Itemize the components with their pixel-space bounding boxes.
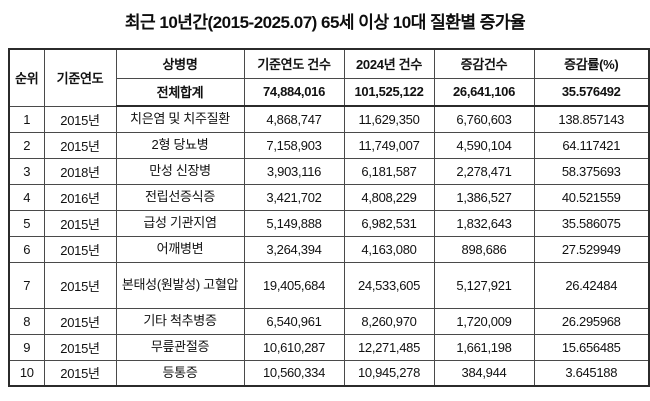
- cell-change-count: 1,386,527: [433, 183, 535, 211]
- cell-change-count: 898,686: [433, 235, 535, 263]
- cell-2024-count: 10,945,278: [343, 359, 435, 387]
- cell-base-year: 2015년: [43, 209, 117, 237]
- cell-change-rate: 64.117421: [533, 131, 650, 159]
- cell-base-count: 5,149,888: [243, 209, 345, 237]
- table-row: 4 2016년 전립선증식증 3,421,702 4,808,229 1,386…: [8, 183, 650, 211]
- cell-base-year: 2015년: [43, 359, 117, 387]
- cell-base-count: 3,903,116: [243, 157, 345, 185]
- header-row: 순위 기준연도 상병명 기준연도 건수 2024년 건수 증감건수 증감률(%): [8, 48, 650, 107]
- cell-disease: 등통증: [115, 359, 245, 387]
- cell-disease: 무릎관절증: [115, 333, 245, 361]
- table-row: 2 2015년 2형 당뇨병 7,158,903 11,749,007 4,59…: [8, 131, 650, 159]
- cell-change-rate: 27.529949: [533, 235, 650, 263]
- cell-change-rate: 15.656485: [533, 333, 650, 361]
- col-header-rank: 순위: [8, 48, 45, 107]
- cell-change-rate: 40.521559: [533, 183, 650, 211]
- cell-2024-count: 8,260,970: [343, 307, 435, 335]
- cell-base-year: 2015년: [43, 307, 117, 335]
- cell-base-year: 2015년: [43, 131, 117, 159]
- cell-change-count: 2,278,471: [433, 157, 535, 185]
- cell-2024-count: 11,749,007: [343, 131, 435, 159]
- total-base-count: 74,884,016: [243, 77, 345, 107]
- cell-change-count: 1,832,643: [433, 209, 535, 237]
- table-row: 3 2018년 만성 신장병 3,903,116 6,181,587 2,278…: [8, 157, 650, 185]
- cell-base-count: 3,421,702: [243, 183, 345, 211]
- cell-2024-count: 24,533,605: [343, 261, 435, 309]
- cell-2024-count: 4,808,229: [343, 183, 435, 211]
- cell-2024-count: 12,271,485: [343, 333, 435, 361]
- cell-change-count: 5,127,921: [433, 261, 535, 309]
- cell-2024-count: 11,629,350: [343, 105, 435, 133]
- cell-base-year: 2015년: [43, 333, 117, 361]
- cell-base-count: 6,540,961: [243, 307, 345, 335]
- page-title: 최근 10년간(2015-2025.07) 65세 이상 10대 질환별 증가율: [124, 13, 526, 32]
- cell-disease: 기타 척추병증: [115, 307, 245, 335]
- cell-base-year: 2015년: [43, 261, 117, 309]
- cell-change-count: 4,590,104: [433, 131, 535, 159]
- cell-rank: 3: [8, 157, 45, 185]
- col-header-change-rate: 증감률(%): [533, 48, 650, 79]
- table-row: 7 2015년 본태성(원발성) 고혈압 19,405,684 24,533,6…: [8, 261, 650, 309]
- cell-rank: 9: [8, 333, 45, 361]
- col-header-change-count: 증감건수: [433, 48, 535, 79]
- cell-disease: 급성 기관지염: [115, 209, 245, 237]
- cell-2024-count: 4,163,080: [343, 235, 435, 263]
- col-header-base-count: 기준연도 건수: [243, 48, 345, 79]
- cell-disease: 2형 당뇨병: [115, 131, 245, 159]
- cell-2024-count: 6,181,587: [343, 157, 435, 185]
- table-row: 9 2015년 무릎관절증 10,610,287 12,271,485 1,66…: [8, 333, 650, 361]
- cell-base-count: 19,405,684: [243, 261, 345, 309]
- cell-base-year: 2018년: [43, 157, 117, 185]
- col-header-2024-count: 2024년 건수: [343, 48, 435, 79]
- cell-base-year: 2015년: [43, 235, 117, 263]
- cell-rank: 5: [8, 209, 45, 237]
- cell-change-count: 1,720,009: [433, 307, 535, 335]
- cell-base-count: 3,264,394: [243, 235, 345, 263]
- cell-rank: 1: [8, 105, 45, 133]
- cell-change-count: 384,944: [433, 359, 535, 387]
- total-change-rate: 35.576492: [533, 77, 650, 107]
- cell-base-year: 2015년: [43, 105, 117, 133]
- cell-rank: 4: [8, 183, 45, 211]
- cell-disease: 치은염 및 치주질환: [115, 105, 245, 133]
- cell-change-count: 1,661,198: [433, 333, 535, 361]
- total-change-count: 26,641,106: [433, 77, 535, 107]
- cell-rank: 7: [8, 261, 45, 309]
- cell-rank: 8: [8, 307, 45, 335]
- cell-change-rate: 138.857143: [533, 105, 650, 133]
- table-row: 10 2015년 등통증 10,560,334 10,945,278 384,9…: [8, 359, 650, 387]
- cell-base-count: 7,158,903: [243, 131, 345, 159]
- cell-rank: 2: [8, 131, 45, 159]
- table-row: 6 2015년 어깨병변 3,264,394 4,163,080 898,686…: [8, 235, 650, 263]
- cell-change-rate: 26.295968: [533, 307, 650, 335]
- cell-disease: 만성 신장병: [115, 157, 245, 185]
- cell-disease: 어깨병변: [115, 235, 245, 263]
- cell-base-count: 10,610,287: [243, 333, 345, 361]
- cell-base-count: 4,868,747: [243, 105, 345, 133]
- cell-change-rate: 58.375693: [533, 157, 650, 185]
- cell-base-year: 2016년: [43, 183, 117, 211]
- cell-rank: 10: [8, 359, 45, 387]
- cell-disease: 전립선증식증: [115, 183, 245, 211]
- total-2024-count: 101,525,122: [343, 77, 435, 107]
- cell-2024-count: 6,982,531: [343, 209, 435, 237]
- cell-rank: 6: [8, 235, 45, 263]
- total-label: 전체합계: [115, 77, 245, 107]
- table-row: 1 2015년 치은염 및 치주질환 4,868,747 11,629,350 …: [8, 105, 650, 133]
- table-row: 5 2015년 급성 기관지염 5,149,888 6,982,531 1,83…: [8, 209, 650, 237]
- col-header-base-year: 기준연도: [43, 48, 117, 107]
- cell-base-count: 10,560,334: [243, 359, 345, 387]
- total-row: 전체합계 74,884,016 101,525,122 26,641,106 3…: [9, 77, 650, 107]
- disease-increase-table: 순위 기준연도 상병명 기준연도 건수 2024년 건수 증감건수 증감률(%)…: [8, 48, 650, 387]
- cell-change-count: 6,760,603: [433, 105, 535, 133]
- cell-disease: 본태성(원발성) 고혈압: [115, 261, 245, 309]
- cell-change-rate: 3.645188: [533, 359, 650, 387]
- cell-change-rate: 35.586075: [533, 209, 650, 237]
- col-header-disease: 상병명: [115, 48, 245, 79]
- table-row: 8 2015년 기타 척추병증 6,540,961 8,260,970 1,72…: [8, 307, 650, 335]
- cell-change-rate: 26.42484: [533, 261, 650, 309]
